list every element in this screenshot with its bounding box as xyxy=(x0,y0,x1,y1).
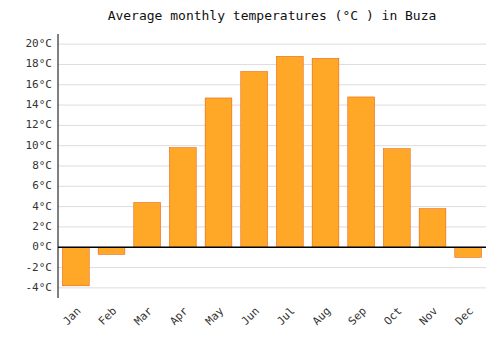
bars xyxy=(62,56,481,285)
x-tick-label: Oct xyxy=(381,305,404,328)
y-tick-label: 10°C xyxy=(26,139,53,152)
grid-line xyxy=(58,145,486,146)
y-tick-label: 6°C xyxy=(32,179,52,192)
grid-line xyxy=(58,166,486,167)
bar xyxy=(241,72,268,248)
x-tick-label: Nov xyxy=(417,304,441,328)
bar xyxy=(348,97,375,247)
bar xyxy=(276,56,303,247)
bar xyxy=(205,98,232,247)
y-tick-label: 16°C xyxy=(26,78,53,91)
bar xyxy=(383,149,410,247)
grid-line xyxy=(58,267,486,268)
x-tick-label: Mar xyxy=(132,304,156,328)
x-tick-label: Jul xyxy=(274,305,297,328)
bar xyxy=(169,148,196,248)
grid-line xyxy=(58,206,486,207)
grid-line xyxy=(58,186,486,187)
bar xyxy=(98,247,125,254)
x-tick-label: Sep xyxy=(346,305,369,328)
y-tick-label: 12°C xyxy=(26,118,53,131)
y-tick-label: 18°C xyxy=(26,57,53,70)
grid-line xyxy=(58,64,486,65)
y-tick-label: 14°C xyxy=(26,98,53,111)
y-axis-line xyxy=(58,34,59,298)
y-tick-label: 20°C xyxy=(26,37,53,50)
grid-line xyxy=(58,287,486,288)
bar xyxy=(455,247,482,257)
x-tick-label: Jan xyxy=(60,305,83,328)
x-tick-label: Dec xyxy=(453,305,476,328)
bar xyxy=(419,209,446,248)
y-tick-label: 8°C xyxy=(32,159,52,172)
grid-line xyxy=(58,105,486,106)
x-tick-label: Aug xyxy=(310,305,333,328)
zero-line xyxy=(58,246,486,248)
y-tick-label: 2°C xyxy=(32,220,52,233)
chart-container: -4°C -2°C 0°C 2°C 4°C 6°C 8°C 10°C 12°C 14°C 16°C 1… xyxy=(0,0,500,350)
x-tick-label: May xyxy=(203,304,227,328)
y-tick-label: 4°C xyxy=(32,200,52,213)
grid-line xyxy=(58,247,486,248)
bar xyxy=(312,58,339,247)
y-tick-label: -4°C xyxy=(26,281,53,294)
title: Average monthly temperatures (°C ) in Bu… xyxy=(108,8,437,23)
background xyxy=(0,0,500,350)
y-tick-label: -2°C xyxy=(26,261,53,274)
bar xyxy=(62,247,89,286)
grid xyxy=(58,44,486,288)
x-tick-label: Apr xyxy=(167,304,191,328)
grid-line xyxy=(58,125,486,126)
chart: -4°C -2°C 0°C 2°C 4°C 6°C 8°C 10°C 12°C 14°C 16°C 1… xyxy=(0,0,500,350)
grid-line xyxy=(58,44,486,45)
x-tick-label: Jun xyxy=(239,305,262,328)
grid-line xyxy=(58,84,486,85)
x-tick-label: Feb xyxy=(96,305,119,328)
y-tick-label: 0°C xyxy=(32,240,52,253)
bar xyxy=(134,203,161,248)
